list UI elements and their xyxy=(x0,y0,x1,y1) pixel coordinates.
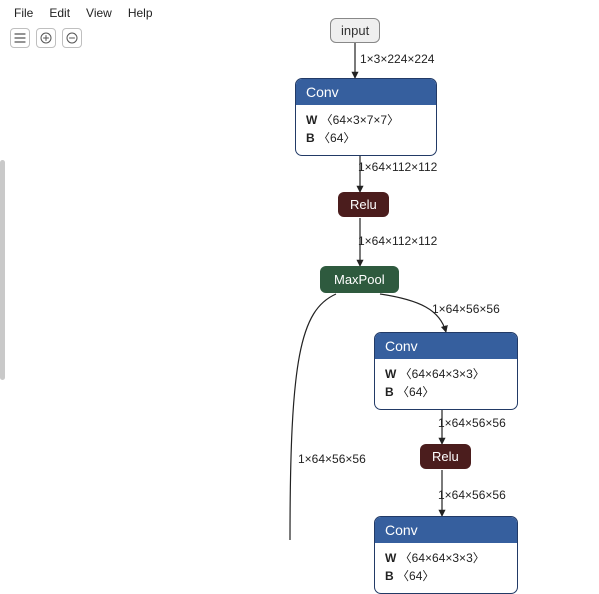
node-conv-2-body: W 〈64×64×3×3〉 B 〈64〉 xyxy=(375,359,517,409)
node-conv-3[interactable]: Conv W 〈64×64×3×3〉 B 〈64〉 xyxy=(374,516,518,594)
node-conv-2[interactable]: Conv W 〈64×64×3×3〉 B 〈64〉 xyxy=(374,332,518,410)
node-conv-1[interactable]: Conv W 〈64×3×7×7〉 B 〈64〉 xyxy=(295,78,437,156)
node-relu-1-label: Relu xyxy=(350,197,377,212)
edge-label-4: 1×64×56×56 xyxy=(432,302,500,316)
node-relu-2-label: Relu xyxy=(432,449,459,464)
edge-label-2: 1×64×112×112 xyxy=(358,160,437,174)
node-conv-3-body: W 〈64×64×3×3〉 B 〈64〉 xyxy=(375,543,517,593)
node-relu-2[interactable]: Relu xyxy=(420,444,471,469)
node-maxpool-label: MaxPool xyxy=(334,272,385,287)
node-conv-2-title: Conv xyxy=(375,333,517,359)
node-maxpool[interactable]: MaxPool xyxy=(320,266,399,293)
node-conv-1-title: Conv xyxy=(296,79,436,105)
node-conv-2-b: 〈64〉 xyxy=(397,385,434,399)
node-conv-2-w: 〈64×64×3×3〉 xyxy=(400,367,485,381)
node-conv-1-body: W 〈64×3×7×7〉 B 〈64〉 xyxy=(296,105,436,155)
edge-label-6: 1×64×56×56 xyxy=(438,488,506,502)
node-conv-1-b: 〈64〉 xyxy=(318,131,355,145)
node-conv-3-b: 〈64〉 xyxy=(397,569,434,583)
edge-label-3: 1×64×112×112 xyxy=(358,234,437,248)
edge-label-5: 1×64×56×56 xyxy=(438,416,506,430)
node-conv-3-w: 〈64×64×3×3〉 xyxy=(400,551,485,565)
edge-label-1: 1×3×224×224 xyxy=(360,52,434,66)
node-conv-3-title: Conv xyxy=(375,517,517,543)
node-relu-1[interactable]: Relu xyxy=(338,192,389,217)
node-conv-1-w: 〈64×3×7×7〉 xyxy=(321,113,399,127)
graph-canvas[interactable]: input Conv W 〈64×3×7×7〉 B 〈64〉 Relu MaxP… xyxy=(0,0,599,540)
edge-label-skip: 1×64×56×56 xyxy=(298,452,366,466)
node-input-label: input xyxy=(341,23,369,38)
node-input[interactable]: input xyxy=(330,18,380,43)
